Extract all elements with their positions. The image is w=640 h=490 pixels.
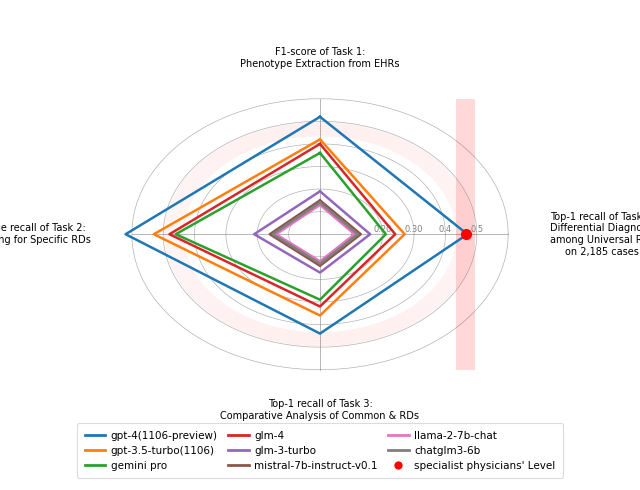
Text: 0.4: 0.4 — [439, 225, 452, 234]
Text: 0.20: 0.20 — [374, 225, 392, 234]
Text: 0.30: 0.30 — [405, 225, 423, 234]
Text: F1-score of Task 1:
Phenotype Extraction from EHRs: F1-score of Task 1: Phenotype Extraction… — [240, 48, 400, 69]
Text: Average recall of Task 2:
Screening for Specific RDs: Average recall of Task 2: Screening for … — [0, 223, 90, 245]
Legend: gpt-4(1106-preview), gpt-3.5-turbo(1106), gemini pro, glm-4, glm-3-turbo, mistra: gpt-4(1106-preview), gpt-3.5-turbo(1106)… — [77, 423, 563, 478]
Text: Top-1 recall of Task 3:
Comparative Analysis of Common & RDs: Top-1 recall of Task 3: Comparative Anal… — [221, 399, 419, 421]
Text: Top-1 recall of Task 4:
Differential Diagnosis
among Universal RDs
on 2,185 case: Top-1 recall of Task 4: Differential Dia… — [550, 212, 640, 257]
Text: 0.5: 0.5 — [470, 225, 483, 234]
Polygon shape — [456, 99, 476, 369]
